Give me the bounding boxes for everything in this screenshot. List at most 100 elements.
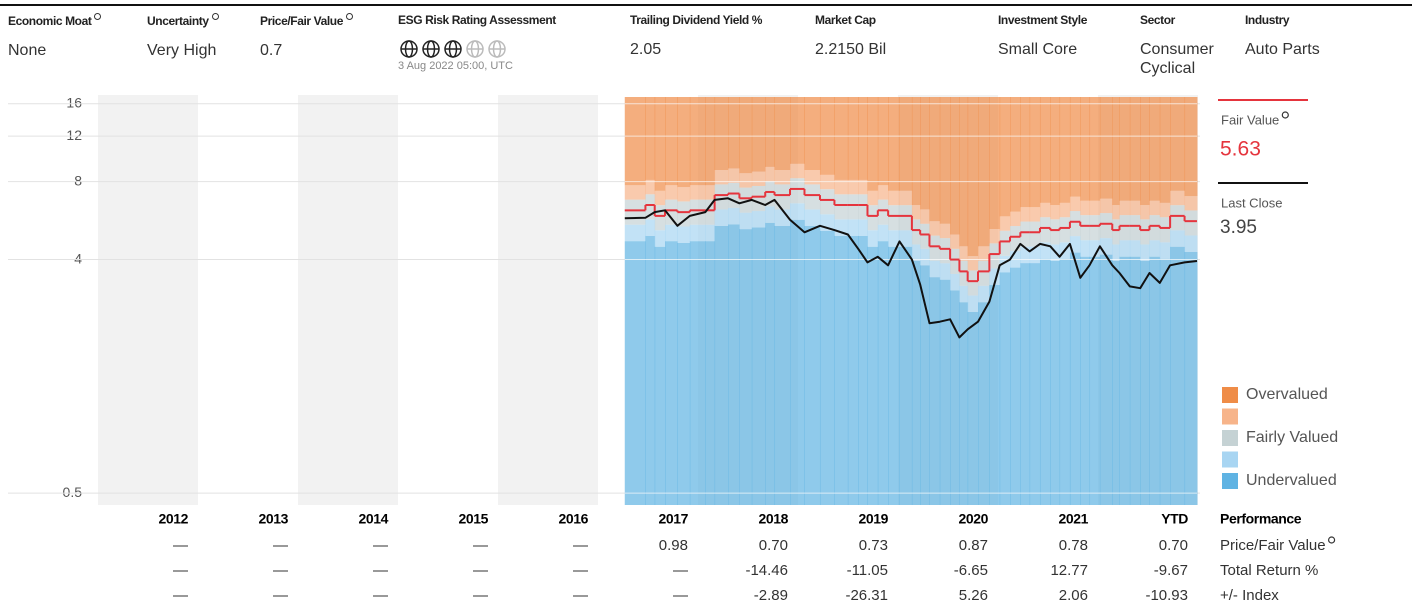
- valuation-band: [1050, 219, 1061, 245]
- valuation-band: [774, 184, 791, 210]
- valuation-band: [939, 97, 951, 224]
- valuation-band: [939, 238, 951, 264]
- row-label: +/- Index: [1220, 587, 1279, 604]
- valuation-band: [978, 285, 990, 303]
- valuation-band: [1029, 221, 1041, 247]
- valuation-band: [1069, 252, 1081, 505]
- valuation-band: [1099, 198, 1113, 214]
- valuation-band: [899, 190, 913, 206]
- table-cell: —: [473, 537, 488, 554]
- valuation-band: [967, 256, 979, 271]
- valuation-band: [1159, 202, 1171, 218]
- valuation-band: [899, 230, 913, 247]
- table-cell: —: [173, 562, 188, 579]
- header-field: Trailing Dividend Yield % 2.05: [630, 13, 762, 59]
- valuation-band: [1119, 256, 1131, 505]
- valuation-band: [1020, 263, 1031, 505]
- year-header: 2013: [258, 511, 288, 527]
- valuation-band: [765, 166, 776, 182]
- valuation-band: [929, 277, 941, 505]
- valuation-band: [888, 246, 901, 505]
- valuation-band: [645, 194, 656, 220]
- valuation-band: [624, 224, 646, 242]
- table-cell: 0.70: [1159, 537, 1188, 554]
- valuation-band: [877, 241, 889, 505]
- valuation-band: [804, 225, 821, 506]
- year-column: [498, 95, 598, 505]
- valuation-band: [847, 235, 859, 505]
- table-cell: —: [373, 562, 388, 579]
- valuation-band: [1029, 97, 1041, 208]
- header-field: Investment Style Small Core: [998, 13, 1087, 59]
- valuation-band: [665, 224, 678, 242]
- table-cell: 0.78: [1059, 537, 1088, 554]
- valuation-band: [978, 260, 990, 286]
- valuation-band: [1020, 221, 1031, 247]
- field-value: Small Core: [998, 41, 1078, 58]
- field-value: Auto Parts: [1245, 41, 1320, 58]
- valuation-band: [765, 97, 776, 167]
- year-header: 2020: [958, 511, 988, 527]
- valuation-band: [689, 185, 706, 200]
- valuation-band: [1099, 254, 1113, 505]
- table-cell: 0.87: [959, 537, 988, 554]
- valuation-band: [1140, 244, 1150, 261]
- valuation-band: [751, 211, 766, 228]
- valuation-band: [1112, 97, 1121, 206]
- valuation-band: [1140, 219, 1150, 245]
- valuation-band: [1149, 200, 1161, 216]
- valuation-band: [1039, 258, 1051, 505]
- valuation-band: [999, 272, 1011, 505]
- row-label: Price/Fair Value: [1220, 537, 1326, 554]
- valuation-band: [1129, 256, 1141, 505]
- valuation-band: [654, 97, 666, 191]
- header-field: Sector Consumer Cyclical: [1140, 13, 1220, 78]
- table-cell: 0.70: [759, 537, 788, 554]
- valuation-band: [1080, 97, 1091, 201]
- valuation-band: [1010, 267, 1021, 505]
- valuation-band: [920, 265, 930, 505]
- valuation-band: [847, 219, 859, 236]
- valuation-band: [867, 246, 879, 505]
- valuation-band: [1089, 97, 1101, 201]
- valuation-band: [1029, 263, 1041, 505]
- legend-swatch: [1222, 451, 1238, 468]
- info-icon[interactable]: [94, 13, 102, 20]
- valuation-band: [1089, 240, 1101, 257]
- valuation-band: [1080, 200, 1091, 216]
- table-cell: —: [273, 587, 288, 604]
- valuation-band: [1170, 246, 1186, 505]
- valuation-band: [959, 246, 969, 261]
- valuation-band: [899, 97, 913, 191]
- valuation-band: [714, 209, 729, 226]
- info-icon[interactable]: [346, 13, 353, 20]
- esg-date: 3 Aug 2022 05:00, UTC: [398, 60, 513, 72]
- valuation-band: [654, 190, 666, 206]
- table-cell: —: [673, 587, 688, 604]
- table-cell: -9.67: [1154, 562, 1188, 579]
- y-tick-label: 8: [74, 172, 82, 188]
- valuation-band: [1089, 200, 1101, 216]
- valuation-band: [714, 97, 729, 171]
- field-value: Consumer Cyclical: [1140, 41, 1214, 77]
- field-label: Industry: [1245, 13, 1290, 27]
- valuation-band: [899, 246, 913, 505]
- valuation-band: [705, 199, 716, 225]
- valuation-band: [728, 168, 740, 183]
- valuation-band: [728, 97, 740, 169]
- valuation-band: [1039, 202, 1051, 218]
- valuation-band: [1089, 256, 1101, 505]
- valuation-band: [1059, 217, 1071, 243]
- valuation-band: [689, 97, 706, 186]
- table-cell: 5.26: [959, 587, 988, 604]
- valuation-band: [1129, 97, 1141, 201]
- info-icon[interactable]: [1281, 111, 1289, 119]
- valuation-band: [959, 285, 969, 303]
- valuation-band: [888, 97, 901, 191]
- field-label: ESG Risk Rating Assessment: [398, 13, 556, 27]
- valuation-band: [1050, 260, 1061, 505]
- valuation-band: [1050, 205, 1061, 220]
- info-icon[interactable]: [211, 13, 219, 20]
- valuation-band: [959, 260, 969, 286]
- info-icon[interactable]: [1327, 536, 1336, 544]
